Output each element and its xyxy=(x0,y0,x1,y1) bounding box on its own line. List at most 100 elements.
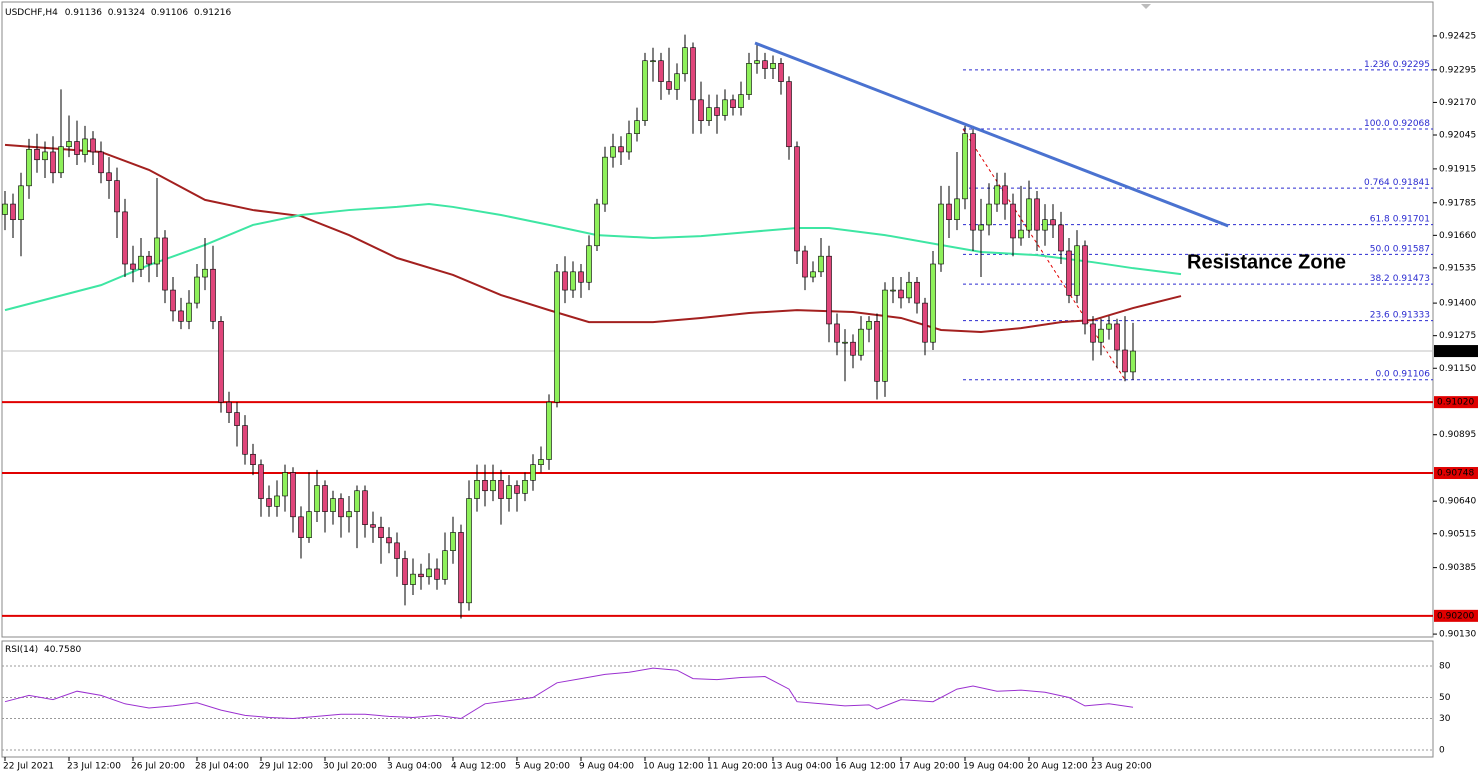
candle-body xyxy=(10,203,16,221)
candle-body xyxy=(74,141,80,155)
candle-body xyxy=(866,321,872,330)
x-tick-label: 5 Aug 20:00 xyxy=(515,762,570,772)
candle-body xyxy=(1114,323,1120,351)
candle-body xyxy=(1050,219,1056,226)
candle-body xyxy=(842,341,848,344)
y-tick-label: 0.91275 xyxy=(1439,331,1476,341)
candle-body xyxy=(938,203,944,265)
candle-body xyxy=(154,237,160,265)
x-tick-label: 26 Jul 20:00 xyxy=(131,762,185,772)
high: 0.91324 xyxy=(108,8,145,18)
fib-label: 100.0 0.92068 xyxy=(1364,119,1430,129)
candle-body xyxy=(530,464,536,481)
candle-body xyxy=(234,412,240,426)
candle-body xyxy=(194,276,200,304)
x-tick-label: 3 Aug 04:00 xyxy=(387,762,442,772)
main-pane xyxy=(1,1,1434,638)
x-tick-label: 29 Jul 12:00 xyxy=(259,762,313,772)
candle-body xyxy=(626,133,632,153)
candle-body xyxy=(274,495,280,507)
fib-price: 0.91333 xyxy=(1393,310,1430,320)
candle-body xyxy=(1002,185,1008,205)
candle-body xyxy=(306,511,312,538)
candle-body xyxy=(554,271,560,403)
x-tick-label: 9 Aug 04:00 xyxy=(579,762,634,772)
candle-body xyxy=(34,149,40,161)
candle-body xyxy=(578,271,584,283)
fib-ratio: 1.236 xyxy=(1364,59,1390,69)
rsi-header: RSI(14) 40.7580 xyxy=(5,645,81,655)
candle-body xyxy=(170,289,176,312)
candle-body xyxy=(802,250,808,278)
rsi-tick-label: 50 xyxy=(1439,693,1451,703)
candle-body xyxy=(714,107,720,116)
candle-body xyxy=(826,255,832,325)
candle-body xyxy=(218,321,224,403)
candle-body xyxy=(682,47,688,75)
fib-price: 0.91701 xyxy=(1393,214,1430,224)
open: 0.91136 xyxy=(65,8,102,18)
symbol: USDCHF,H4 xyxy=(5,8,58,18)
candle-body xyxy=(498,480,504,499)
y-tick-label: 0.90515 xyxy=(1439,529,1476,539)
candle-body xyxy=(122,211,128,265)
fib-ratio: 38.2 xyxy=(1370,274,1390,284)
candle-body xyxy=(690,47,696,101)
candle-body xyxy=(1058,224,1064,252)
close: 0.91216 xyxy=(194,8,231,18)
candle-body xyxy=(362,490,368,525)
y-tick-label: 0.91915 xyxy=(1439,164,1476,174)
candle-body xyxy=(226,401,232,413)
candle-body xyxy=(250,453,256,465)
rsi-tick-label: 30 xyxy=(1439,714,1451,724)
candle-body xyxy=(1018,229,1024,239)
level-tag xyxy=(1434,609,1478,622)
candle-body xyxy=(730,99,736,108)
y-tick-label: 0.91660 xyxy=(1439,231,1476,241)
candle-body xyxy=(850,341,856,356)
candle-body xyxy=(202,268,208,278)
candle-body xyxy=(26,149,32,187)
y-tick-label: 0.92045 xyxy=(1439,131,1476,141)
fib-label: 38.2 0.91473 xyxy=(1370,274,1430,284)
fib-price: 0.92295 xyxy=(1393,59,1430,69)
y-tick-label: 0.90640 xyxy=(1439,497,1476,507)
price-label: 0.91216 xyxy=(1437,347,1474,357)
y-tick-label: 0.91150 xyxy=(1439,364,1476,374)
candle-body xyxy=(810,271,816,278)
candle-body xyxy=(178,310,184,322)
candle-body xyxy=(458,532,464,604)
x-tick-label: 16 Aug 12:00 xyxy=(835,762,896,772)
candle-body xyxy=(874,321,880,382)
candle-body xyxy=(1130,350,1136,373)
candle-body xyxy=(378,526,384,538)
x-tick-label: 30 Jul 20:00 xyxy=(323,762,377,772)
candle-body xyxy=(698,99,704,121)
candle-body xyxy=(1122,349,1128,373)
candle-body xyxy=(506,485,512,499)
candle-body xyxy=(970,133,976,231)
rsi-title: RSI(14) xyxy=(5,645,38,655)
candle-body xyxy=(602,156,608,205)
fib-diagonal xyxy=(962,128,1126,380)
candle-body xyxy=(746,63,752,95)
x-tick-label: 22 Jul 2021 xyxy=(3,762,54,772)
candle-body xyxy=(650,60,656,63)
fib-ratio: 0.0 xyxy=(1375,369,1390,379)
shift-marker xyxy=(1141,4,1151,9)
candle-body xyxy=(130,263,136,270)
candle-body xyxy=(898,289,904,299)
candle-body xyxy=(962,133,968,200)
x-tick-label: 13 Aug 04:00 xyxy=(771,762,832,772)
fib-ratio: 100.0 xyxy=(1364,119,1390,129)
candle-body xyxy=(1066,250,1072,296)
candle-body xyxy=(562,271,568,291)
candle-body xyxy=(18,185,24,221)
candle-body xyxy=(50,151,56,174)
x-tick-label: 28 Jul 04:00 xyxy=(195,762,249,772)
fib-label: 0.764 0.91841 xyxy=(1364,178,1430,188)
candle-body xyxy=(786,81,792,148)
candle-body xyxy=(1098,328,1104,343)
candle-body xyxy=(914,281,920,304)
